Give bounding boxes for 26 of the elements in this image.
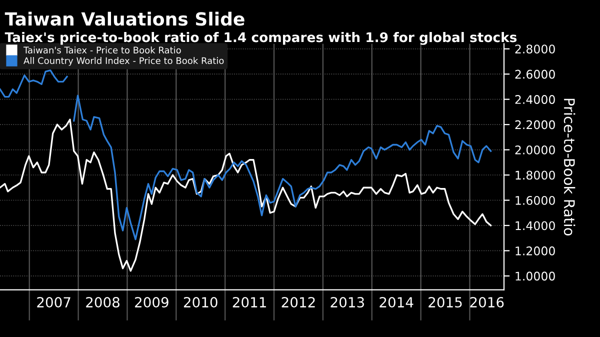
y-tick-label: 1.6000 bbox=[516, 196, 555, 205]
x-tick-label: 2014 bbox=[380, 297, 414, 308]
chart-subtitle: Taiex's price-to-book ratio of 1.4 compares with 1.9 for global stocks bbox=[4, 32, 517, 45]
legend-label: All Country World Index - Price to Book Ratio bbox=[24, 57, 224, 66]
y-tick-label: 1.0000 bbox=[516, 272, 555, 281]
y-tick-label: 2.0000 bbox=[515, 146, 555, 154]
x-tick-label: 2016 bbox=[470, 297, 504, 308]
x-tick-label: 2007 bbox=[37, 297, 70, 308]
x-tick-label: 2015 bbox=[428, 297, 462, 308]
x-tick-label: 2010 bbox=[184, 297, 218, 308]
y-tick-label: 1.8000 bbox=[516, 170, 555, 180]
y-tick-label: 2.6000 bbox=[515, 70, 555, 79]
chart-title: Taiwan Valuations Slide bbox=[4, 12, 244, 26]
x-tick-label: 2013 bbox=[330, 297, 364, 308]
x-tick-label: 2012 bbox=[282, 297, 315, 308]
y-tick-label: 2.8000 bbox=[515, 44, 555, 54]
x-tick-label: 2011 bbox=[232, 297, 266, 308]
y-tick-label: 1.2000 bbox=[516, 246, 555, 256]
legend-label: Taiwan's Taiex - Price to Book Ratio bbox=[23, 46, 181, 54]
x-tick-label: 2008 bbox=[86, 297, 120, 308]
y-tick-label: 2.2000 bbox=[515, 120, 555, 130]
y-tick-label: 1.4000 bbox=[516, 221, 555, 230]
line-series bbox=[0, 118, 492, 272]
x-tick-label: 2009 bbox=[135, 297, 168, 308]
y-axis-title: Price-to-Book Ratio bbox=[564, 98, 576, 236]
y-tick-label: 2.4000 bbox=[515, 95, 555, 104]
